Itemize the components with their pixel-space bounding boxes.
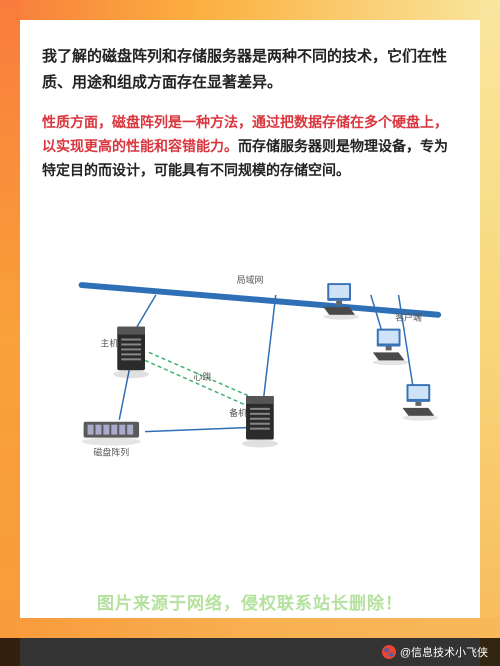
paragraph-1: 我了解的磁盘阵列和存储服务器是两种不同的技术，它们在性质、用途和组成方面存在显著… [42,44,458,95]
svg-text:备机: 备机 [229,407,247,418]
node-client3 [403,384,439,421]
node-client2 [373,329,409,366]
node-host: 主机 [100,327,149,379]
node-client1 [323,283,359,320]
diagram-svg: 局域网主机备机 客户端磁盘阵列 心跳 [42,186,458,483]
frame-right [480,0,500,666]
network-diagram: 局域网主机备机 客户端磁盘阵列 心跳 [42,186,458,486]
svg-text:局域网: 局域网 [237,274,264,285]
footer-handle: @信息技术小飞侠 [400,644,488,660]
watermark-text: 图片来源于网络，侵权联系站长删除！ [20,589,480,614]
edge [145,428,246,432]
edge [264,295,276,396]
svg-text:客户端: 客户端 [395,312,422,323]
paragraph-2: 性质方面，磁盘阵列是一种方法，通过把数据存储在多个硬盘上，以实现更高的性能和容错… [42,111,458,182]
edge [137,295,156,327]
frame-bottom [0,618,500,638]
edge [145,361,252,409]
node-lan_label: 局域网 [237,274,264,285]
node-heartbeat_label: 心跳 [194,372,212,383]
svg-text:心跳: 心跳 [194,372,212,383]
svg-text:主机: 主机 [100,338,118,349]
node-diskarray: 磁盘阵列 [82,422,141,458]
footer-bar: 🐾 @信息技术小飞侠 [0,638,500,666]
content-card: 我了解的磁盘阵列和存储服务器是两种不同的技术，它们在性质、用途和组成方面存在显著… [20,20,480,618]
node-client_label: 客户端 [395,312,422,323]
node-backup: 备机 [229,396,278,448]
lan-backbone [82,285,439,315]
frame-left [0,0,20,666]
svg-text:磁盘阵列: 磁盘阵列 [94,447,130,458]
paw-icon: 🐾 [382,645,396,659]
